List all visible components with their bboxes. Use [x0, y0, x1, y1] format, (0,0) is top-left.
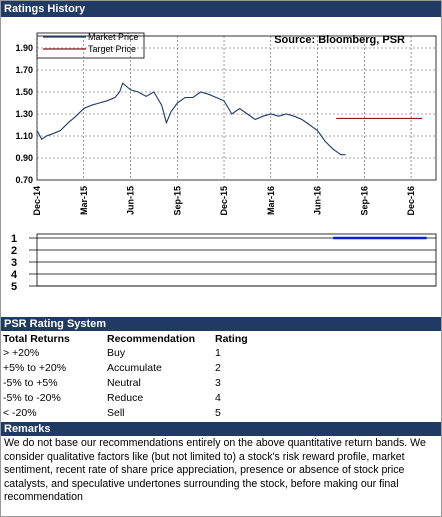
- table-cell: 4: [215, 392, 221, 404]
- y-tick-label: 0.90: [15, 153, 33, 163]
- table-cell: 3: [215, 377, 221, 389]
- legend-label: Target Price: [88, 44, 136, 54]
- table-cell: -5% to -20%: [3, 392, 61, 404]
- legend-label: Market Price: [88, 32, 139, 42]
- table-row: +5% to +20% Accumulate 2: [3, 361, 275, 376]
- x-tick-label: Jun-16: [313, 186, 323, 215]
- x-tick-label: Dec-15: [219, 186, 229, 216]
- table-cell: < -20%: [3, 407, 37, 419]
- source: Source: Bloomberg, PSR: [274, 34, 405, 46]
- table-cell: Accumulate: [107, 362, 162, 374]
- y-tick-label: 1.70: [15, 65, 33, 75]
- x-tick-label: Mar-15: [79, 186, 89, 215]
- section-header: Ratings History: [1, 1, 441, 17]
- x-tick-label: Sep-16: [359, 186, 369, 216]
- table-row: > +20% Buy 1: [3, 346, 275, 361]
- y-tick-label: 1.50: [15, 87, 33, 97]
- x-tick-label: Dec-16: [406, 186, 416, 216]
- table-row: < -20% Sell 5: [3, 406, 275, 421]
- rating-table: Total Returns Recommendation Rating > +20%…: [3, 331, 275, 421]
- section-header: Remarks: [1, 422, 441, 436]
- section-header: PSR Rating System: [1, 317, 441, 331]
- y-tick-label: 5: [11, 281, 17, 293]
- table-cell: +5% to +20%: [3, 362, 67, 374]
- table-cell: 2: [215, 362, 221, 374]
- table-cell: Sell: [107, 407, 125, 419]
- column-header: Recommendation: [107, 332, 196, 345]
- y-tick-label: 1.90: [15, 43, 33, 53]
- y-tick-label: 3: [11, 257, 17, 269]
- y-tick-label: 1: [11, 233, 17, 245]
- series-line: [36, 82, 346, 156]
- column-header: Total Returns: [3, 332, 70, 345]
- table-cell: Reduce: [107, 392, 144, 404]
- y-tick-label: 1.10: [15, 131, 33, 141]
- table-cell: 5: [215, 407, 221, 419]
- table-header: Total Returns Recommendation Rating: [3, 331, 275, 346]
- x-tick-label: Mar-16: [266, 186, 276, 215]
- table-row: -5% to +5% Neutral 3: [3, 376, 275, 391]
- y-tick-label: 2: [11, 245, 17, 257]
- table-row: -5% to -20% Reduce 4: [3, 391, 275, 406]
- table-cell: > +20%: [3, 347, 40, 359]
- column-header: Rating: [215, 332, 248, 345]
- x-tick-label: Sep-15: [172, 186, 182, 216]
- y-tick-label: 1.30: [15, 109, 33, 119]
- table-cell: Neutral: [107, 377, 141, 389]
- x-tick-label: Dec-14: [32, 186, 42, 216]
- remarks-text: We do not base our recommendations entir…: [4, 437, 426, 504]
- table-cell: 1: [215, 347, 221, 359]
- table-cell: -5% to +5%: [3, 377, 58, 389]
- charts: Source: Bloomberg, PSR 0.70 0.90 1.10 1.30 1…: [11, 32, 437, 293]
- x-tick-label: Jun-15: [126, 186, 136, 215]
- table-cell: Buy: [107, 347, 126, 359]
- y-tick-label: 4: [11, 269, 18, 281]
- y-tick-label: 0.70: [15, 175, 33, 185]
- plot-frame: [36, 233, 437, 287]
